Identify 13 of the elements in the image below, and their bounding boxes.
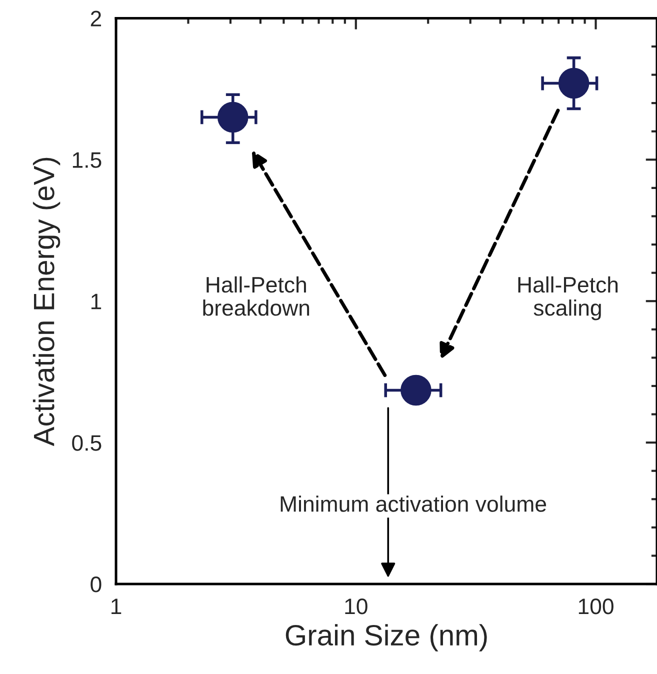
x-tick-label: 10 — [345, 598, 368, 614]
y-tick-label: 2 — [90, 10, 102, 26]
x-axis-title: Grain Size (nm) — [286, 624, 487, 652]
annotation: Hall-Petch scaling — [518, 276, 618, 320]
annotation: Minimum activation volume — [280, 496, 546, 512]
y-tick-label: 0 — [90, 576, 102, 592]
annotation: Hall-Petch breakdown — [203, 276, 310, 316]
y-axis-title: Activation Energy (eV) — [32, 158, 60, 446]
y-tick-label: 0.5 — [72, 435, 102, 451]
y-tick-label: 1.5 — [72, 152, 102, 168]
y-tick-label: 1 — [91, 294, 102, 310]
x-tick-label: 1 — [112, 598, 122, 614]
x-tick-label: 100 — [578, 598, 614, 614]
